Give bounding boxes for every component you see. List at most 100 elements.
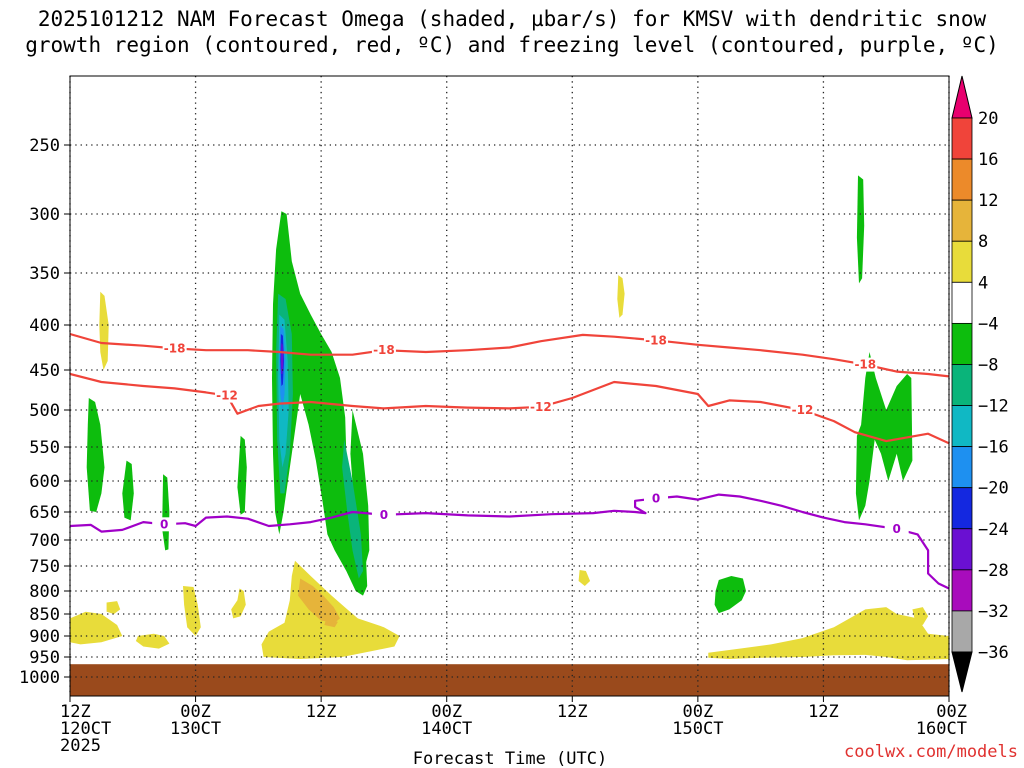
contour-label-1-2: -12 (792, 403, 814, 417)
omega-region-9 (281, 343, 284, 374)
omega-region-12 (856, 175, 865, 284)
contour-label-0-3: -18 (854, 358, 876, 372)
contour-label-2-1: 0 (380, 508, 388, 522)
colorbar-band-4 (951, 281, 973, 324)
colorbar-top-arrow (951, 75, 973, 119)
omega-region-23 (298, 578, 340, 623)
contour-lines: -18 -18 -18 -18 -12 -12 -12 0 0 0 0 (70, 332, 949, 590)
colorbar-label-7: −12 (978, 397, 1009, 417)
y-tick-label-13: 900 (29, 627, 60, 647)
omega-region-26 (708, 607, 949, 661)
omega-region-13 (855, 352, 913, 521)
plot-area (70, 76, 949, 696)
contour-label-bg-0-3 (853, 357, 878, 372)
x-tick-label-5-1: 150CT (672, 719, 723, 739)
chart-title-line2: growth region (contoured, red, ºC) and f… (25, 33, 999, 57)
credit-text: coolwx.com/models (844, 742, 1018, 762)
contour-label-bg-0-2 (644, 333, 668, 348)
contour-label-2-3: 0 (892, 522, 900, 536)
chart-title-line1: 2025101212 NAM Forecast Omega (shaded, µ… (37, 7, 987, 31)
colorbar-label-12: −32 (978, 602, 1009, 622)
colorbar: 20 16 12 8 4 −4 −8 −12 −16 −20 −24 −28 −32 −36 (951, 75, 1009, 693)
contour-label-bg-1-0 (214, 388, 239, 403)
colorbar-label-2: 12 (978, 191, 998, 211)
colorbar-bottom-arrow (951, 651, 973, 693)
y-tick-label-0: 250 (29, 136, 60, 156)
contour-0 (70, 332, 949, 378)
colorbar-label-3: 8 (978, 232, 988, 252)
colorbar-band-5 (951, 322, 973, 365)
contour-label-0-1: -18 (373, 343, 395, 357)
contour-label-1-0: -12 (216, 389, 238, 403)
y-tick-label-6: 550 (29, 438, 60, 458)
x-tick-label-3-1: 140CT (421, 719, 472, 739)
omega-region-18 (106, 601, 121, 614)
x-tick-label-7-0: 00Z (936, 702, 967, 722)
colorbar-band-6 (951, 364, 973, 406)
omega-region-21 (231, 588, 246, 619)
contour-label-0-0: -18 (164, 341, 186, 355)
y-tick-label-10: 750 (29, 557, 60, 577)
colorbar-label-1: 16 (978, 150, 998, 170)
contour-label-2-2: 0 (652, 491, 660, 505)
colorbar-label-0: 20 (978, 109, 998, 129)
colorbar-label-4: 4 (978, 273, 988, 293)
x-tick-label-6-0: 12Z (808, 702, 839, 722)
x-tick-label-3-0: 00Z (431, 702, 462, 722)
colorbar-band-3 (951, 240, 973, 283)
x-tick-label-4-0: 12Z (557, 702, 588, 722)
colorbar-band-10 (951, 528, 973, 571)
y-tick-label-4: 450 (29, 361, 60, 381)
colorbar-band-7 (951, 405, 973, 448)
contour-label-bg-0-1 (371, 343, 396, 358)
y-tick-label-15: 1000 (19, 668, 60, 688)
omega-region-27 (912, 607, 929, 625)
colorbar-band-9 (951, 487, 973, 530)
x-tick-label-7-1: 160CT (916, 719, 967, 739)
x-tick-label-5-0: 00Z (682, 702, 713, 722)
y-tick-label-9: 700 (29, 531, 60, 551)
x-tick-label-0-2: 2025 (60, 736, 101, 756)
colorbar-label-9: −20 (978, 479, 1009, 499)
y-tick-label-14: 950 (29, 648, 60, 668)
chart-title: 2025101212 NAM Forecast Omega (shaded, µ… (0, 6, 1024, 58)
x-tick-label-0-0: 12Z (60, 702, 91, 722)
omega-region-10 (350, 410, 370, 566)
contour-label-0-2: -18 (645, 333, 667, 347)
omega-region-15 (99, 291, 109, 370)
omega-region-1 (122, 460, 134, 521)
y-tick-label-11: 800 (29, 582, 60, 602)
colorbar-band-12 (951, 610, 973, 653)
omega-region-11 (342, 439, 363, 579)
omega-region-3 (237, 435, 247, 515)
y-tick-label-5: 500 (29, 401, 60, 421)
x-tick-label-1-0: 00Z (180, 702, 211, 722)
y-tick-label-8: 650 (29, 503, 60, 523)
ground-fill (70, 664, 949, 696)
contour-label-bg-1-1 (528, 399, 553, 414)
contour-label-bg-2-0 (152, 517, 177, 532)
omega-region-24 (324, 618, 338, 628)
colorbar-band-8 (951, 446, 973, 489)
omega-region-16 (617, 275, 625, 318)
x-tick-label-0-1: 120CT (60, 719, 111, 739)
y-tick-label-1: 300 (29, 205, 60, 225)
contour-label-bg-2-2 (644, 491, 668, 506)
contour-2 (70, 493, 949, 590)
contour-label-bg-2-1 (371, 507, 396, 522)
colorbar-band-0 (951, 117, 973, 160)
colorbar-label-6: −8 (978, 355, 998, 375)
omega-region-14 (714, 576, 746, 614)
ground-layer (70, 664, 949, 696)
axes: 2503003504004505005506006507007508008509… (19, 75, 967, 756)
contour-label-2-0: 0 (160, 517, 168, 531)
omega-region-20 (183, 586, 201, 636)
colorbar-label-5: −4 (978, 314, 998, 334)
x-tick-label-2-0: 12Z (306, 702, 337, 722)
y-tick-label-12: 850 (29, 605, 60, 625)
contour-label-bg-2-3 (884, 521, 909, 536)
colorbar-label-8: −16 (978, 438, 1009, 458)
y-tick-label-7: 600 (29, 472, 60, 492)
y-tick-label-3: 400 (29, 316, 60, 336)
